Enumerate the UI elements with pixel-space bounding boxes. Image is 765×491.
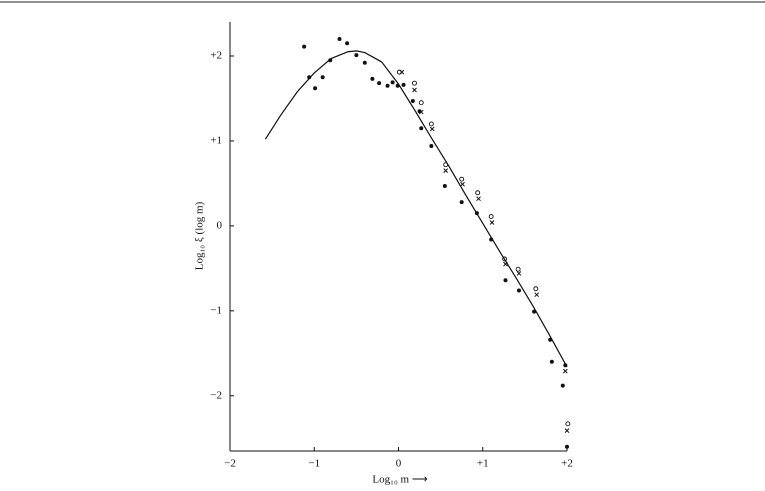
data-point bbox=[390, 80, 395, 85]
data-point bbox=[565, 421, 571, 427]
data-point bbox=[562, 368, 568, 374]
data-point bbox=[533, 286, 539, 292]
x-axis-label: Log₁₀ m ⟶ bbox=[372, 474, 427, 486]
x-tick-label: 0 bbox=[396, 458, 402, 470]
data-point bbox=[320, 75, 325, 80]
data-point bbox=[459, 200, 464, 205]
data-point bbox=[516, 288, 521, 293]
data-point bbox=[459, 176, 465, 182]
data-point bbox=[302, 44, 307, 49]
data-point bbox=[534, 292, 540, 298]
x-tick-label: −1 bbox=[308, 458, 320, 470]
data-point bbox=[370, 76, 375, 81]
y-tick-label: +1 bbox=[210, 134, 222, 146]
data-point bbox=[410, 99, 415, 104]
data-point bbox=[337, 36, 342, 41]
data-point bbox=[565, 444, 569, 449]
data-point bbox=[515, 266, 521, 272]
data-point bbox=[429, 126, 435, 132]
fit-curve bbox=[264, 50, 568, 368]
y-tick-label: −2 bbox=[210, 389, 222, 401]
x-tick-label: +1 bbox=[477, 458, 489, 470]
data-point bbox=[429, 144, 434, 149]
data-point bbox=[362, 60, 367, 65]
data-point bbox=[460, 181, 465, 187]
data-point bbox=[385, 83, 390, 88]
data-point bbox=[328, 58, 333, 63]
data-point bbox=[560, 383, 565, 388]
y-tick-label: −1 bbox=[210, 304, 222, 316]
data-point bbox=[564, 428, 570, 433]
data-point bbox=[412, 80, 417, 86]
y-tick-label: 0 bbox=[217, 219, 223, 231]
x-tick-label: −2 bbox=[224, 458, 236, 470]
data-point bbox=[475, 190, 481, 196]
data-point bbox=[412, 87, 417, 93]
y-axis-label: Log₁₀ ξ (log m) bbox=[194, 201, 206, 270]
data-point bbox=[401, 82, 406, 87]
data-point bbox=[313, 86, 318, 91]
data-point bbox=[488, 214, 494, 219]
data-point bbox=[476, 196, 481, 202]
data-point bbox=[345, 41, 350, 46]
data-point bbox=[418, 100, 424, 106]
data-point bbox=[418, 109, 424, 115]
data-point bbox=[419, 126, 424, 131]
data-point bbox=[354, 53, 359, 58]
data-point bbox=[377, 81, 382, 86]
y-tick-label: +2 bbox=[210, 50, 222, 62]
data-point bbox=[443, 168, 449, 174]
data-point bbox=[428, 121, 434, 127]
data-point bbox=[489, 220, 495, 225]
data-point bbox=[502, 256, 508, 262]
x-tick-label: +2 bbox=[561, 458, 573, 470]
data-point bbox=[503, 278, 508, 283]
data-point bbox=[549, 359, 554, 364]
data-point bbox=[399, 69, 405, 75]
data-point bbox=[516, 271, 522, 276]
data-point bbox=[442, 183, 447, 188]
